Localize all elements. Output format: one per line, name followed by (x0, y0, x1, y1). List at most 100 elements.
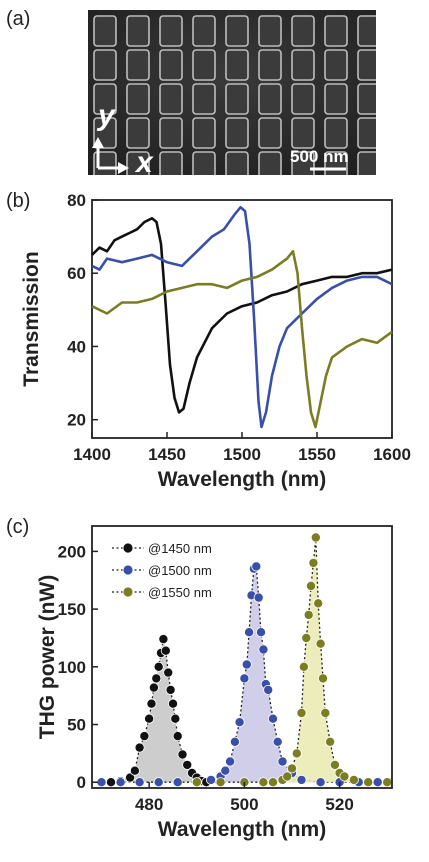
nanopillar (126, 117, 150, 149)
panel-c-label: (c) (6, 516, 30, 538)
thg-data-point (272, 736, 283, 747)
thg-data-point (172, 731, 183, 742)
nanopillar (225, 117, 249, 149)
y-tick-label: 150 (58, 600, 86, 619)
nanopillar (258, 83, 282, 115)
thg-data-point (258, 644, 269, 655)
thg-data-point (313, 598, 324, 609)
transmission-series-line-0 (91, 217, 393, 414)
nanopillar (324, 15, 348, 47)
thg-data-point (258, 777, 269, 788)
nanopillar (126, 83, 150, 115)
thg-data-point (286, 763, 297, 774)
thg-data-point (205, 774, 216, 785)
thg-data-point (129, 765, 140, 776)
legend-marker (122, 542, 134, 554)
y-axis-label: y (96, 99, 116, 132)
panel-a-label: (a) (6, 8, 31, 30)
nanopillar (159, 83, 183, 115)
thg-data-point (255, 627, 266, 638)
thg-data-point (225, 756, 236, 767)
y-tick-label: 200 (58, 542, 86, 561)
x-axis-title: Wavelength (nm) (158, 468, 326, 491)
thg-data-point (163, 667, 174, 678)
thg-data-point (296, 707, 307, 718)
thg-data-point (146, 698, 157, 709)
thg-data-point (160, 645, 171, 656)
thg-data-point (291, 748, 302, 759)
nanopillar (192, 151, 216, 175)
nanopillar (357, 117, 376, 149)
legend-label: @1450 nm (148, 541, 212, 556)
thg-data-point (134, 742, 145, 753)
thg-data-point (191, 777, 202, 788)
nanopillar (225, 49, 249, 81)
nanopillar (357, 49, 376, 81)
thg-data-point (282, 771, 293, 782)
nanostructure-array (93, 15, 376, 175)
thg-data-point (239, 673, 250, 684)
legend-label: @1550 nm (148, 585, 212, 600)
thg-data-point (296, 774, 307, 785)
legend-marker (122, 586, 134, 598)
thg-data-point (263, 684, 274, 695)
nanopillar (192, 83, 216, 115)
thg-data-point (182, 759, 193, 770)
x-tick-label: 1450 (148, 445, 186, 464)
nanopillar (192, 49, 216, 81)
thg-dotted-line-2 (196, 537, 388, 783)
nanopillar (291, 83, 315, 115)
thg-data-point (301, 633, 312, 644)
legend-marker (122, 564, 134, 576)
thg-data-point (382, 777, 392, 788)
y-tick-label: 80 (67, 191, 86, 210)
thg-data-point (139, 731, 150, 742)
thg-data-point (348, 774, 359, 785)
x-tick-label: 1600 (373, 445, 411, 464)
thg-data-point (303, 609, 314, 620)
nanopillar (225, 151, 249, 175)
thg-data-point (167, 698, 178, 709)
y-tick-label: 60 (67, 264, 86, 283)
nanopillar (225, 15, 249, 47)
scale-bar-label: 500 nm (290, 147, 349, 166)
nanopillar (192, 117, 216, 149)
thg-data-point (134, 777, 145, 788)
x-tick-label: 500 (230, 795, 258, 814)
transmission-chart: 1400 1450 1500 1550 1600 20 40 60 80 Wavelength (… (20, 191, 411, 491)
thg-data-point (253, 592, 264, 603)
thg-data-point (251, 561, 262, 572)
thg-peak-fill-0 (101, 639, 207, 783)
thg-data-point (308, 557, 319, 568)
thg-data-point (170, 713, 181, 724)
nanopillar (258, 49, 282, 81)
thg-data-point (310, 532, 321, 543)
x-axis-label: x (134, 146, 154, 175)
nanopillar (357, 15, 376, 47)
transmission-series-line-1 (91, 206, 393, 429)
nanopillar (159, 15, 183, 47)
thg-data-point (329, 759, 340, 770)
thg-data-point (339, 771, 350, 782)
nanopillar (126, 15, 150, 47)
thg-data-point (234, 717, 245, 728)
thg-peak-fill-2 (196, 537, 388, 783)
y-axis-title: THG power (nW) (36, 575, 59, 739)
sem-image: y x 500 nm (88, 10, 376, 175)
plot-frame (91, 525, 393, 789)
thg-data-point (153, 661, 164, 672)
thg-data-point (267, 777, 278, 788)
y-tick-label: 0 (77, 773, 86, 792)
sem-micrograph: y x 500 nm (88, 10, 376, 175)
nanopillar (324, 83, 348, 115)
thg-data-point (244, 627, 255, 638)
thg-data-point (220, 765, 231, 776)
x-tick-label: 480 (135, 795, 163, 814)
nanopillar (291, 15, 315, 47)
legend-label: @1500 nm (148, 563, 212, 578)
thg-data-point (267, 713, 278, 724)
thg-data-point (106, 777, 117, 788)
panel-b-label: (b) (6, 190, 31, 212)
nanopillar (192, 15, 216, 47)
nanopillar (258, 117, 282, 149)
